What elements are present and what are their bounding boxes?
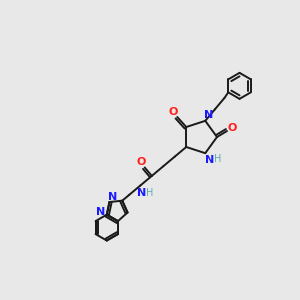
Text: H: H <box>146 188 153 198</box>
Text: N: N <box>137 188 146 198</box>
Text: N: N <box>96 207 105 217</box>
Text: N: N <box>205 155 214 165</box>
Text: N: N <box>204 110 213 120</box>
Text: O: O <box>169 107 178 117</box>
Text: O: O <box>136 158 146 167</box>
Text: N: N <box>108 192 117 202</box>
Text: O: O <box>227 123 237 133</box>
Text: H: H <box>214 154 221 164</box>
